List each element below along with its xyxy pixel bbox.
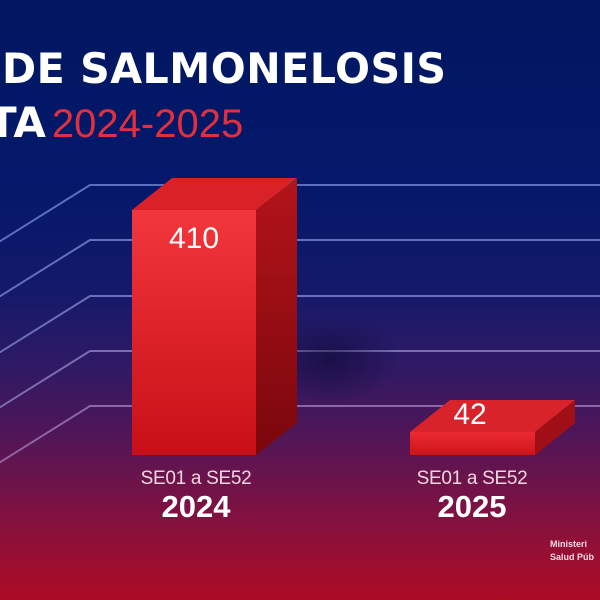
bar-2025-side	[535, 400, 575, 455]
grid-line-1	[0, 184, 600, 243]
grid-line-4	[0, 350, 600, 409]
bar-2025-front	[410, 432, 535, 455]
title-line-2-prefix: TA	[0, 98, 46, 147]
category-2025-range: SE01 a SE52	[416, 468, 528, 489]
title-line-2: TA2024-2025	[0, 98, 243, 147]
bar-2024-front	[132, 210, 256, 455]
category-2024: SE01 a SE52 2024	[114, 468, 278, 524]
bar-2024-side	[256, 178, 297, 455]
bar-2024-value: 410	[168, 222, 220, 255]
source-line-2: Salud Púb	[550, 552, 595, 562]
grid-line-5	[0, 405, 600, 464]
category-2024-range: SE01 a SE52	[140, 468, 252, 489]
title-line-1: DE SALMONELOSIS	[2, 44, 447, 93]
category-2025: SE01 a SE52 2025	[390, 468, 554, 524]
bar-2025	[410, 400, 575, 455]
bar-2025-value: 42	[453, 398, 487, 431]
bar-2025-top	[410, 400, 575, 432]
grid-line-3	[0, 295, 600, 354]
source-line-1: Ministeri	[550, 539, 588, 549]
title-year-range: 2024-2025	[51, 102, 244, 146]
category-2025-year: 2025	[437, 489, 507, 524]
bar-2024-top	[132, 178, 297, 210]
grid-lines	[0, 184, 600, 464]
source-credit: Ministeri Salud Púb	[550, 538, 594, 564]
grid-line-2	[0, 239, 600, 298]
category-2024-year: 2024	[161, 489, 231, 524]
bar-2024	[132, 178, 297, 455]
